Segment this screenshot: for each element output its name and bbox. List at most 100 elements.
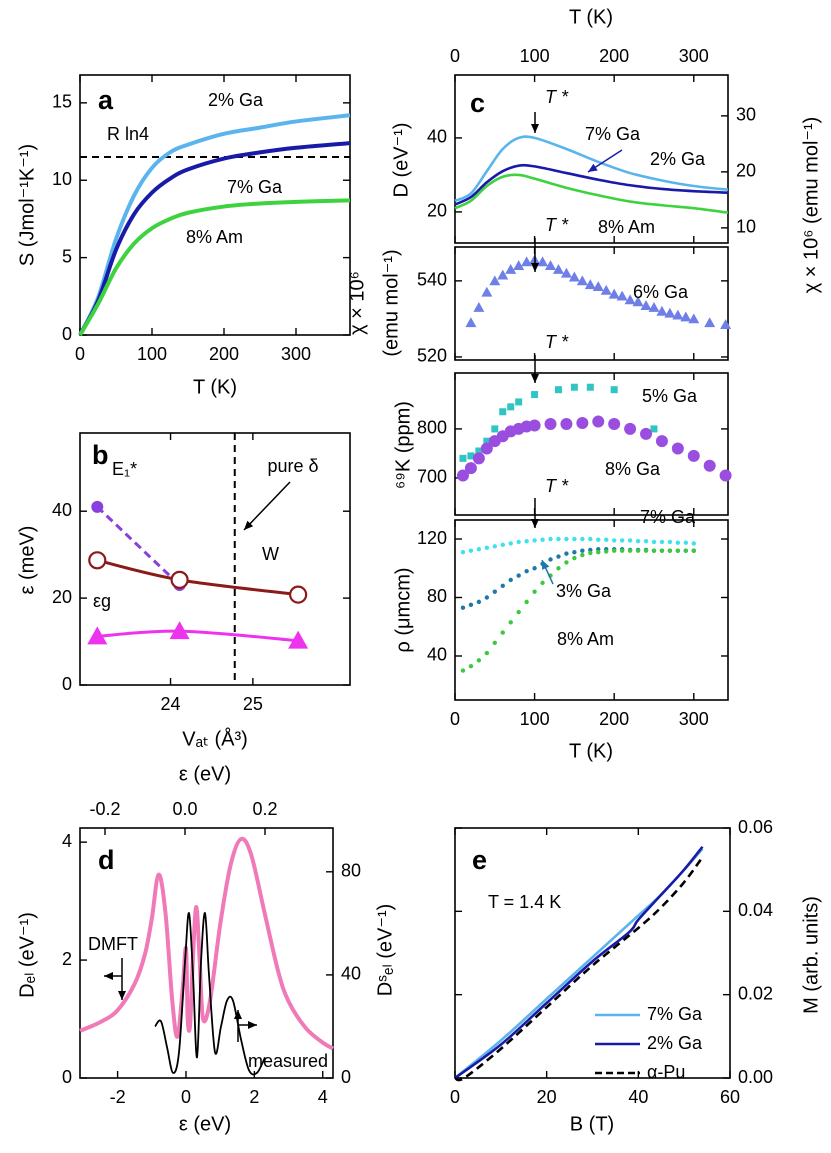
marker — [491, 425, 499, 433]
y-tick-label: 10 — [52, 169, 72, 189]
y-tick-label: 0 — [62, 1067, 72, 1087]
series-label: 2% Ga — [208, 90, 264, 110]
marker — [632, 296, 644, 307]
legend-label: 2% Ga — [647, 1033, 703, 1053]
panel-letter: d — [98, 845, 115, 875]
marker — [675, 548, 681, 553]
x2-axis-title: ε (eV) — [179, 763, 231, 785]
marker — [554, 386, 562, 394]
y2-tick-label: 20 — [736, 161, 756, 181]
marker — [460, 668, 466, 673]
marker — [472, 452, 485, 465]
marker — [492, 640, 497, 646]
marker — [568, 271, 580, 282]
marker — [608, 288, 620, 299]
marker — [616, 290, 628, 301]
marker — [87, 626, 108, 645]
x-tick-label: 0 — [450, 709, 460, 729]
y-axis-title: ε (meV) — [16, 526, 38, 595]
marker — [464, 462, 477, 475]
marker — [556, 536, 561, 542]
series-label: 8% Am — [557, 629, 614, 649]
marker — [659, 548, 665, 553]
marker — [507, 403, 515, 411]
marker — [624, 422, 637, 435]
marker — [588, 550, 593, 556]
y2-axis-title: χ × 10⁶ (emu mol⁻¹) — [800, 117, 822, 294]
y-tick-label: 40 — [427, 127, 447, 147]
x-tick-label: 40 — [628, 1087, 648, 1107]
y-tick-label: 80 — [427, 586, 447, 606]
marker — [459, 454, 467, 462]
x2-tick-label: 0.0 — [172, 799, 197, 819]
x-tick-label: -2 — [110, 1087, 126, 1107]
marker — [484, 595, 490, 600]
marker — [540, 580, 545, 586]
series-label: measured — [248, 1051, 328, 1071]
legend-label: 7% Ga — [647, 1004, 703, 1024]
reference-label: R ln4 — [107, 124, 149, 144]
marker — [548, 557, 553, 562]
marker — [480, 442, 493, 455]
series-label: E₁* — [112, 459, 137, 479]
plot-frame — [454, 74, 729, 244]
marker — [608, 418, 621, 431]
series-label: εg — [93, 591, 111, 611]
y-tick-label: 0.00 — [738, 1067, 773, 1087]
marker — [468, 664, 474, 669]
x-tick-label: 300 — [679, 709, 709, 729]
x-axis-title: B (T) — [570, 1113, 614, 1135]
marker — [460, 549, 466, 555]
arrow-head — [542, 560, 550, 570]
x-tick-label: 24 — [161, 694, 181, 714]
marker — [499, 408, 507, 416]
marker — [540, 537, 545, 542]
marker — [476, 599, 482, 605]
series-label: 7% Ga — [227, 177, 283, 197]
x-tick-label: 100 — [137, 344, 167, 364]
marker — [656, 305, 668, 316]
y-tick-label: 0.06 — [738, 817, 773, 837]
marker — [548, 536, 553, 542]
y-tick-label: 5 — [62, 246, 72, 266]
y-axis-title: (emu mol⁻¹) — [380, 249, 402, 356]
x-tick-label: 0 — [181, 1087, 191, 1107]
marker — [650, 425, 658, 433]
marker — [552, 263, 564, 274]
x2-tick-label: 100 — [520, 46, 550, 66]
x-tick-label: 20 — [537, 1087, 557, 1107]
arrow-head — [104, 972, 113, 980]
y-axis-title: D (eV⁻¹) — [390, 123, 412, 198]
marker — [476, 658, 482, 663]
plot-frame — [454, 372, 729, 516]
marker — [545, 260, 557, 271]
marker — [576, 275, 588, 286]
plot-frame — [454, 827, 731, 1079]
marker — [516, 573, 521, 578]
marker — [635, 548, 641, 553]
marker — [288, 630, 309, 649]
plot-frame — [454, 519, 729, 701]
arrow-head — [118, 991, 126, 1000]
marker — [473, 301, 485, 312]
marker — [524, 599, 529, 605]
x2-tick-label: -0.2 — [89, 799, 120, 819]
series-label: W — [262, 544, 279, 564]
marker — [532, 589, 537, 594]
marker — [516, 539, 521, 545]
marker — [580, 548, 585, 553]
x-tick-label: 300 — [281, 344, 311, 364]
annotation: T * — [545, 87, 569, 107]
marker — [688, 313, 700, 324]
marker — [492, 544, 497, 549]
marker — [564, 536, 569, 542]
marker — [648, 301, 660, 312]
marker — [687, 449, 700, 462]
marker — [508, 541, 513, 546]
marker — [683, 540, 689, 545]
marker — [484, 650, 490, 656]
marker — [592, 281, 604, 291]
marker — [531, 391, 539, 399]
series-line — [78, 141, 351, 336]
x-tick-label: 0 — [75, 344, 85, 364]
